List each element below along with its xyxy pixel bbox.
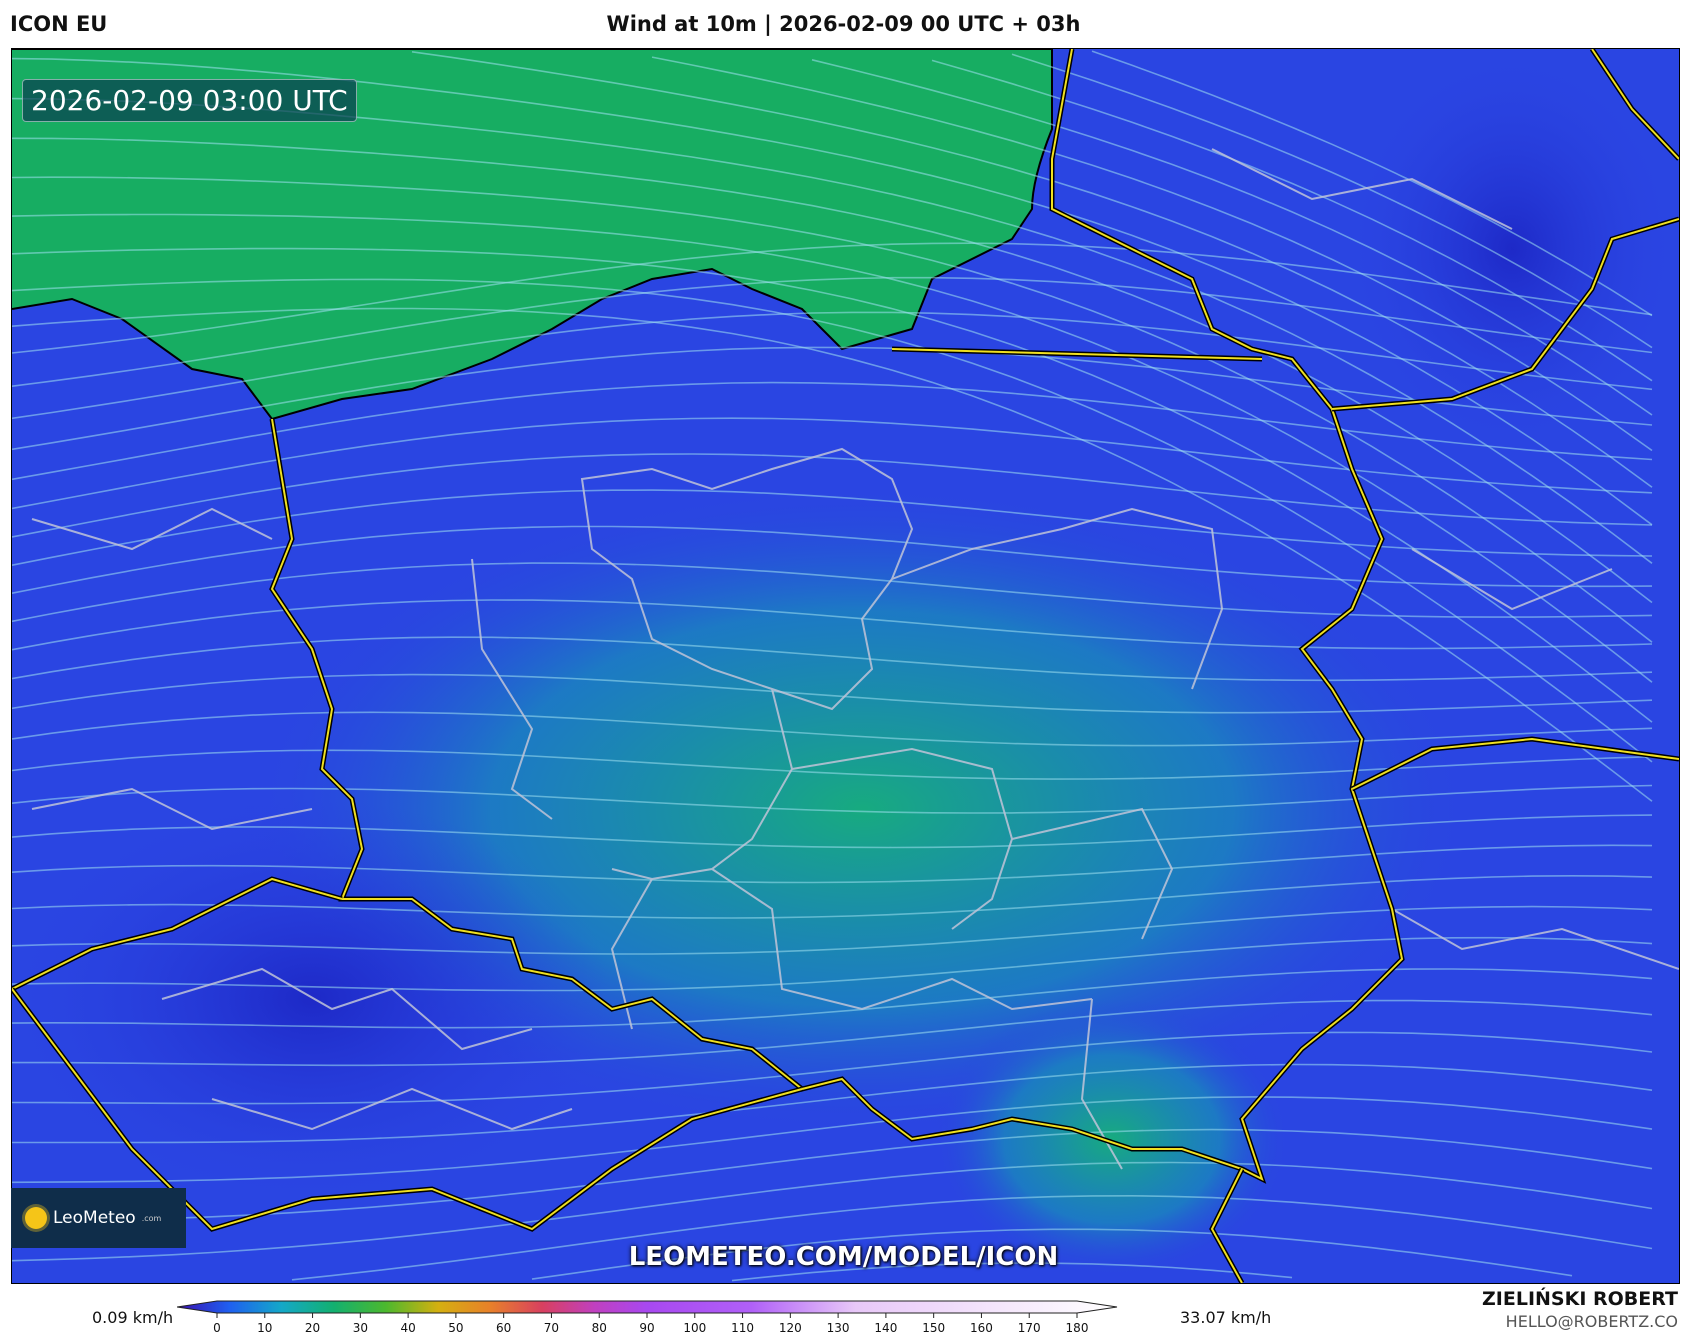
streamline	[12, 1128, 1653, 1223]
streamline	[12, 673, 1653, 714]
streamline	[651, 56, 1653, 452]
streamline	[1091, 50, 1653, 317]
streamline	[12, 242, 1653, 354]
author-email: HELLO@ROBERTZ.CO	[1505, 1312, 1678, 1331]
author-name: ZIELIŃSKI ROBERT	[1482, 1288, 1678, 1310]
streamline	[12, 307, 1653, 802]
legend-tick-label: 0	[213, 1321, 221, 1335]
map-title: Wind at 10m | 2026-02-09 00 UTC + 03h	[606, 12, 1081, 36]
legend-tick-label: 20	[305, 1321, 320, 1335]
legend-tick-label: 170	[1018, 1321, 1041, 1335]
streamline	[12, 57, 1653, 526]
legend-max-label: 33.07 km/h	[1180, 1308, 1272, 1327]
wind-map[interactable]: 2026-02-09 03:00 UTC	[11, 48, 1680, 1284]
legend-tick-label: 60	[496, 1321, 511, 1335]
valid-time-label: 2026-02-09 03:00 UTC	[22, 79, 357, 122]
streamline	[12, 278, 1653, 763]
streamline	[411, 51, 1653, 488]
model-name: ICON EU	[10, 12, 108, 36]
streamline	[12, 814, 1653, 849]
streamline	[12, 525, 1653, 594]
legend-tick-label: 40	[400, 1321, 415, 1335]
legend-tick-label: 160	[970, 1321, 993, 1335]
region-borders	[31, 148, 1679, 1170]
streamline	[12, 1031, 1653, 1105]
streamline	[12, 749, 1653, 780]
watermark-url: LEOMETEO.COM/MODEL/ICON	[628, 1242, 1059, 1272]
streamline	[12, 636, 1653, 682]
streamline	[12, 844, 1653, 884]
legend-tick-label: 110	[731, 1321, 754, 1335]
legend-tick-label: 90	[639, 1321, 654, 1335]
streamline	[12, 417, 1653, 510]
streamline	[12, 1096, 1653, 1184]
legend-tick-label: 150	[922, 1321, 945, 1335]
streamline	[12, 176, 1653, 643]
legend-tick-label: 120	[779, 1321, 802, 1335]
legend-tick-label: 80	[592, 1321, 607, 1335]
streamline	[12, 1161, 1653, 1262]
streamline	[731, 1262, 1293, 1282]
legend-tick-label: 140	[874, 1321, 897, 1335]
streamline	[12, 346, 1653, 451]
sun-icon	[25, 1207, 47, 1229]
legend-tick-label: 10	[257, 1321, 272, 1335]
legend-tick-label: 130	[827, 1321, 850, 1335]
streamline	[12, 381, 1653, 481]
legend-tick-label: 50	[448, 1321, 463, 1335]
coastline	[12, 49, 1053, 421]
legend-tick-label: 100	[683, 1321, 706, 1335]
streamline	[12, 711, 1653, 747]
streamline	[12, 1063, 1653, 1144]
streamline	[12, 311, 1653, 420]
streamline	[12, 784, 1653, 814]
legend-tick-label: 30	[353, 1321, 368, 1335]
logo-suffix: .com	[141, 1213, 162, 1223]
streamline	[12, 905, 1653, 955]
streamline	[12, 999, 1653, 1067]
wind-zone-south	[932, 999, 1292, 1279]
country-borders	[12, 49, 1679, 1283]
map-canvas	[12, 49, 1679, 1283]
streamline	[1011, 53, 1653, 349]
color-ramp	[177, 1300, 1118, 1314]
calm-zone-czech	[12, 799, 612, 1199]
streamline	[531, 1228, 1573, 1280]
streamline	[12, 137, 1653, 604]
streamline	[12, 936, 1653, 992]
logo-text: LeoMeteo	[53, 1208, 136, 1228]
streamline	[12, 276, 1653, 387]
streamline	[12, 874, 1653, 919]
leometeo-logo[interactable]: LeoMeteo .com	[11, 1188, 186, 1248]
streamline	[12, 968, 1653, 1029]
legend-min-label: 0.09 km/h	[92, 1308, 174, 1327]
legend-tick-label: 180	[1066, 1321, 1089, 1335]
color-legend: 0 10 20 30 40 50 60 70 80 90 100 110 120 130 140 150 160…	[177, 1300, 1118, 1335]
streamline	[931, 59, 1653, 382]
legend-tick-label: 70	[544, 1321, 559, 1335]
streamlines	[12, 50, 1653, 1282]
baltic-sea	[12, 49, 1052, 419]
calm-zone-northeast	[1352, 59, 1672, 439]
streamline	[811, 59, 1653, 416]
streamline	[291, 1194, 1653, 1281]
streamline	[12, 562, 1653, 623]
streamline	[12, 213, 1653, 683]
